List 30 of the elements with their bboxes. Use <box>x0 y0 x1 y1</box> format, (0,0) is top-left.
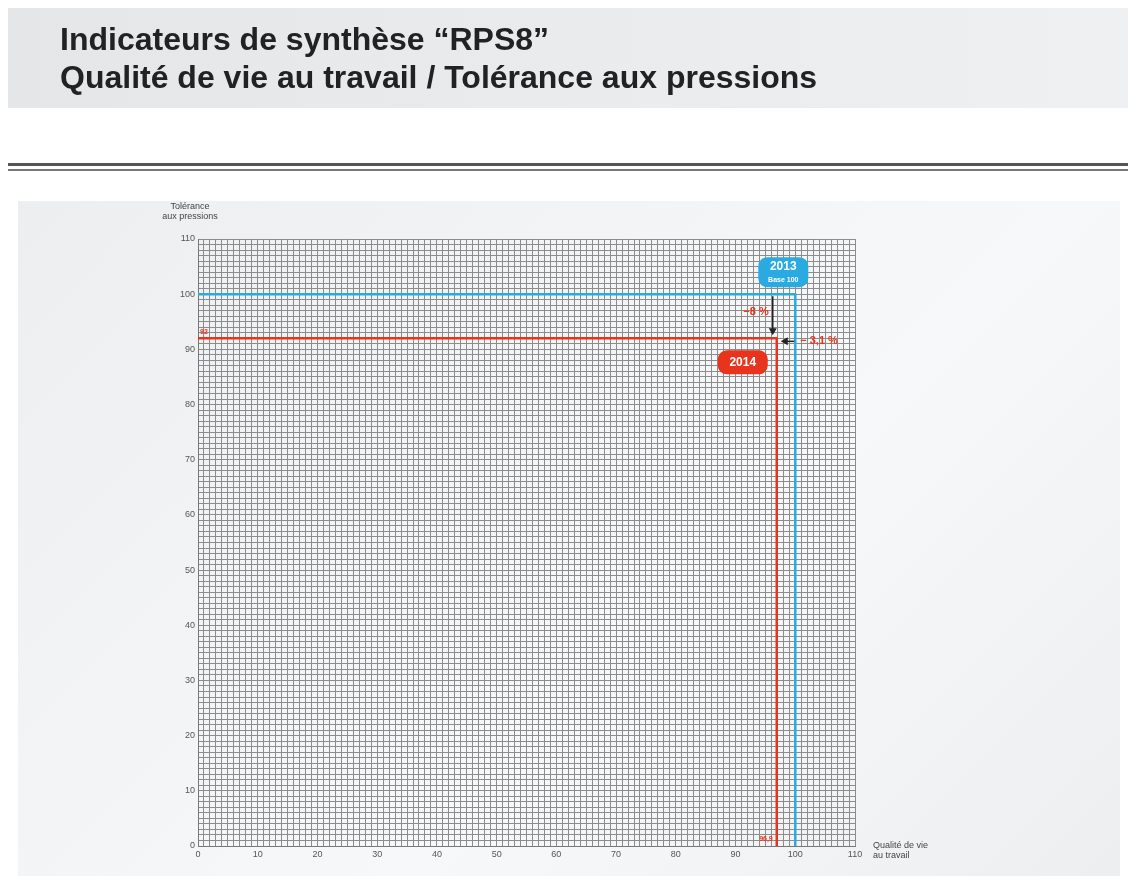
x-tick-label: 10 <box>252 848 263 859</box>
y-tick-label: 10 <box>184 785 195 796</box>
x-tick-label: 20 <box>312 848 323 859</box>
y-tick-label: 110 <box>180 233 195 244</box>
y-tick-label: 60 <box>184 509 195 520</box>
y-tick-label: 0 <box>189 840 195 851</box>
annotation: −8 % <box>743 304 769 317</box>
y-tick-label: 30 <box>184 674 195 685</box>
x-tick-label: 80 <box>670 848 681 859</box>
x-tick-label: 50 <box>491 848 502 859</box>
x-tick-label: 70 <box>611 848 622 859</box>
series-label: 2013 <box>769 259 797 274</box>
x-tick-label: 30 <box>372 848 383 859</box>
y-tick-label: 50 <box>184 564 195 575</box>
x-tick-label: 100 <box>787 848 803 859</box>
y-tick-label: 100 <box>179 288 195 299</box>
x-tick-label: 110 <box>847 848 863 859</box>
x-tick-label: 40 <box>431 848 442 859</box>
x-tick-label: 90 <box>730 848 741 859</box>
y-tick-label: 20 <box>184 730 195 741</box>
y-tick-label: 80 <box>184 399 195 410</box>
annotation: − 3,1 % <box>800 334 839 347</box>
y-tick-label: 90 <box>184 343 195 354</box>
x-tick-label: 60 <box>551 848 562 859</box>
y-tick-label: 40 <box>184 619 195 630</box>
chart-title: Indicateurs de synthèse “RPS8” Qualité de vie au travail / Tolérance aux pressions <box>60 20 819 96</box>
y-tick-label: 70 <box>184 454 195 465</box>
y-axis-title: Tolérance aux pressions <box>162 201 219 221</box>
x-axis-title: Qualité de vie au travail <box>873 840 929 860</box>
series-label: 2014 <box>729 354 757 369</box>
